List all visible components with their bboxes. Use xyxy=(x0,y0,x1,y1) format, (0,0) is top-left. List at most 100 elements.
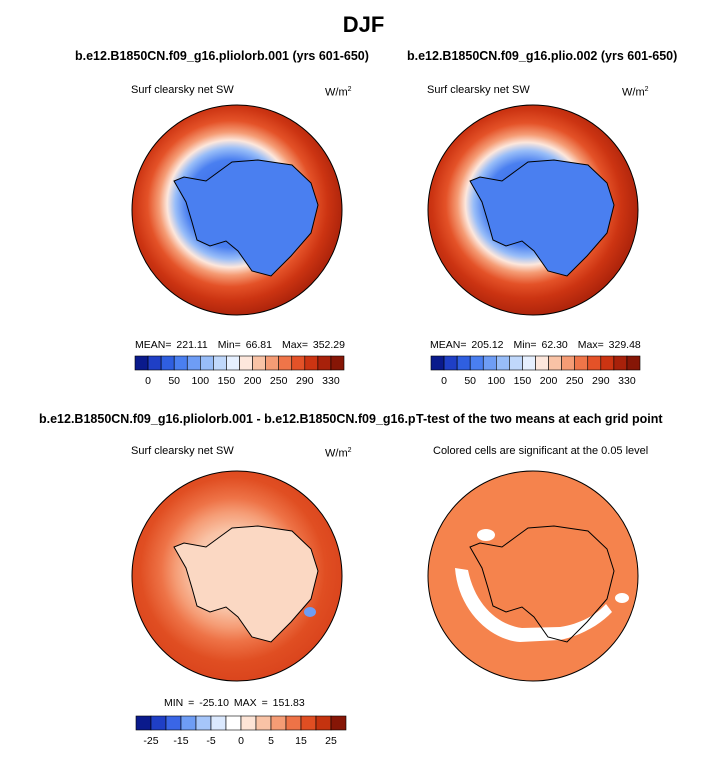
panel-1-colorbar-swatch xyxy=(173,355,188,371)
panel-2-colorbar-tick-label: 100 xyxy=(488,375,506,387)
panel-2-colorbar-tick-label: 200 xyxy=(540,375,558,387)
panel-1-colorbar: 0 50 100 150 200 250 290 330 xyxy=(134,355,345,387)
panel-1-colorbar-swatch xyxy=(291,355,306,371)
panel-1-stats: MEAN= 221.11 Min= 66.81 Max= 352.29 xyxy=(135,339,355,351)
panel-2-colorbar-tick-label: 150 xyxy=(514,375,532,387)
panel-1-colorbar-tick-label: 0 xyxy=(145,375,151,387)
panel-3-map xyxy=(131,470,343,682)
panel-1-colorbar-swatch xyxy=(200,355,214,371)
panel-1-mean: MEAN= 221.11 xyxy=(135,339,208,351)
panel-1-colorbar-swatch xyxy=(226,355,240,371)
panel-1-colorbar-swatch xyxy=(213,355,227,371)
panel-3-colorbar-swatch xyxy=(240,715,257,731)
panel-3-colorbar-swatch xyxy=(165,715,182,731)
panel-3-colorbar-swatch xyxy=(180,715,197,731)
panel-2-mean: MEAN= 205.12 xyxy=(430,339,504,351)
panel-3-colorbar-swatch xyxy=(210,715,227,731)
panel-2-colorbar-swatch xyxy=(587,355,602,371)
panel-2-colorbar-swatch xyxy=(509,355,523,371)
panel-3-colorbar-swatch xyxy=(330,715,347,731)
panel-3-colorbar-swatch xyxy=(300,715,317,731)
panel-1-min: Min= 66.81 xyxy=(217,339,272,351)
panel-1-units: W/m2 xyxy=(325,86,352,99)
panel-3-colorbar-tick-label: 15 xyxy=(295,735,307,747)
panel-1-colorbar-tick-label: 290 xyxy=(296,375,314,387)
panel-1-colorbar-swatch xyxy=(317,355,332,371)
panel-3-colorbar-tick-label: 5 xyxy=(268,735,274,747)
panel-2-colorbar-swatch xyxy=(613,355,628,371)
panel-3-colorbar-tick-label: 0 xyxy=(238,735,244,747)
panel-2-colorbar-swatch xyxy=(574,355,589,371)
panel-1-max: Max= 352.29 xyxy=(281,339,345,351)
panel-2-colorbar-swatch xyxy=(430,355,445,371)
panel-1-colorbar-tick-label: 330 xyxy=(322,375,340,387)
panel-2-colorbar-tick-label: 250 xyxy=(566,375,584,387)
panel-1-colorbar-tick-label: 100 xyxy=(192,375,210,387)
panel-1-colorbar-swatch xyxy=(239,355,253,371)
panel-1-colorbar-tick-label: 250 xyxy=(270,375,288,387)
panel-3-colorbar-tick-label: -15 xyxy=(173,735,188,747)
panel-4-antarctica-outline xyxy=(469,525,615,643)
panel-3-colorbar-tick-label: 25 xyxy=(325,735,337,747)
panel-1-antarctica-outline xyxy=(173,159,319,277)
panel-2-colorbar-swatch xyxy=(456,355,471,371)
panel-3-colorbar-swatch xyxy=(315,715,332,731)
panel-2-colorbar-swatch xyxy=(561,355,575,371)
panel-3-units: W/m2 xyxy=(325,447,352,460)
panel-3-colorbar-swatch xyxy=(255,715,272,731)
panel-2-colorbar-tick-label: 50 xyxy=(464,375,476,387)
panel-3-antarctica-outline xyxy=(173,525,319,643)
panel-2-antarctica-outline xyxy=(469,159,615,277)
panel-1-colorbar-swatch xyxy=(160,355,175,371)
panel-1-title: b.e12.B1850CN.f09_g16.pliolorb.001 (yrs … xyxy=(75,49,369,63)
panel-3-colorbar-swatch xyxy=(270,715,287,731)
panel-3-stats: MIN = -25.10 MAX = 151.83 xyxy=(164,697,305,709)
panel-3-colorbar: -25 -15 -5 0 5 15 25 xyxy=(135,715,347,747)
panel-1-colorbar-swatch xyxy=(304,355,319,371)
panel-3-colorbar-tick-label: -25 xyxy=(143,735,158,747)
panel-2-stats: MEAN= 205.12 Min= 62.30 Max= 329.48 xyxy=(430,339,651,351)
panel-2-units: W/m2 xyxy=(622,86,649,99)
panel-2-colorbar-swatch xyxy=(548,355,562,371)
panel-1-label: Surf clearsky net SW xyxy=(131,84,234,96)
panel-1-map xyxy=(131,104,343,316)
panel-3-colorbar-tick-label: -5 xyxy=(206,735,215,747)
panel-2-colorbar-tick-label: 330 xyxy=(618,375,636,387)
panel-2-max: Max= 329.48 xyxy=(577,339,641,351)
panel-2-colorbar-swatch xyxy=(469,355,484,371)
panel-2-min: Min= 62.30 xyxy=(513,339,568,351)
panel-3-colorbar-swatch xyxy=(135,715,152,731)
panel-2-colorbar-swatch xyxy=(496,355,510,371)
panel-1-colorbar-swatch xyxy=(278,355,293,371)
panel-1-colorbar-swatch xyxy=(147,355,162,371)
panel-2-colorbar-swatch xyxy=(535,355,549,371)
panel-2-colorbar-swatch xyxy=(600,355,615,371)
panel-2-colorbar-tick-label: 0 xyxy=(441,375,447,387)
panel-2-colorbar-swatch xyxy=(482,355,497,371)
panel-2-colorbar-tick-label: 290 xyxy=(592,375,610,387)
panel-4-title: T-test of the two means at each grid poi… xyxy=(416,412,663,426)
panel-4-label: Colored cells are significant at the 0.0… xyxy=(433,445,649,457)
panel-1-colorbar-swatch xyxy=(252,355,266,371)
panel-3-label: Surf clearsky net SW xyxy=(131,445,234,457)
panel-1-colorbar-swatch xyxy=(330,355,345,371)
panel-2-colorbar: 0 50 100 150 200 250 290 330 xyxy=(430,355,641,387)
panel-2-title: b.e12.B1850CN.f09_g16.plio.002 (yrs 601-… xyxy=(407,49,678,63)
panel-1-colorbar-tick-label: 200 xyxy=(244,375,262,387)
panel-2-colorbar-swatch xyxy=(443,355,458,371)
panel-1-colorbar-tick-label: 150 xyxy=(218,375,236,387)
panel-3-colorbar-swatch xyxy=(225,715,242,731)
panel-4-map xyxy=(427,470,639,682)
panel-3-colorbar-swatch xyxy=(195,715,212,731)
figure-title: DJF xyxy=(342,12,385,37)
panel-3-colorbar-swatch xyxy=(285,715,302,731)
panel-3-colorbar-swatch xyxy=(150,715,167,731)
panel-1-colorbar-swatch xyxy=(186,355,201,371)
panel-1-colorbar-tick-label: 50 xyxy=(168,375,180,387)
panel-2-colorbar-swatch xyxy=(522,355,536,371)
panel-2-label: Surf clearsky net SW xyxy=(427,84,530,96)
panel-2-colorbar-swatch xyxy=(626,355,641,371)
panel-1-colorbar-swatch xyxy=(265,355,279,371)
panel-2-map xyxy=(427,104,639,316)
